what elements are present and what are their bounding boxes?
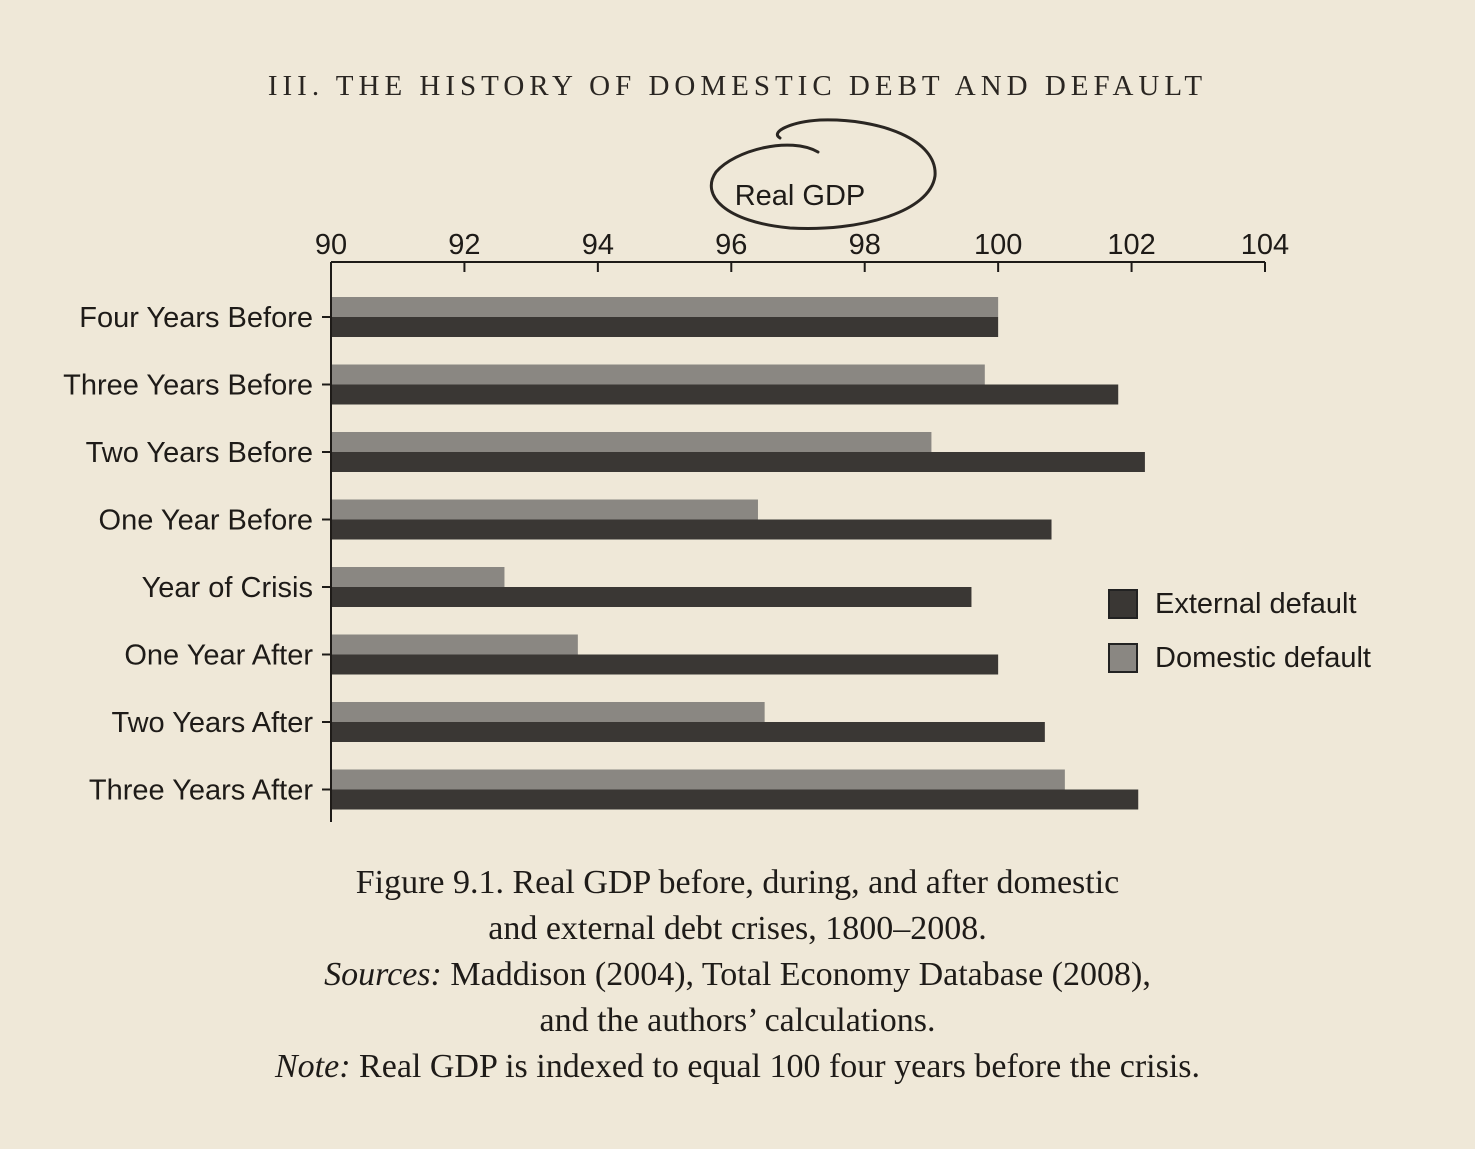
bar-domestic bbox=[331, 297, 999, 317]
x-tick-label: 92 bbox=[448, 229, 480, 261]
bar-external bbox=[331, 519, 1052, 540]
bar-domestic bbox=[331, 769, 1065, 790]
legend-item-domestic: Domestic default bbox=[1108, 631, 1371, 685]
y-category-label: One Year Before bbox=[99, 505, 313, 537]
bar-domestic bbox=[331, 499, 758, 520]
bar-external bbox=[331, 789, 1139, 810]
bar-domestic bbox=[331, 702, 765, 722]
caption-line-1: Figure 9.1. Real GDP before, during, and… bbox=[355, 864, 1120, 901]
x-tick-label: 104 bbox=[1241, 229, 1289, 261]
legend-swatch-external bbox=[1108, 589, 1138, 619]
x-tick-label: 96 bbox=[715, 229, 747, 261]
y-category-label: Three Years Before bbox=[63, 370, 313, 402]
y-category-label: Four Years Before bbox=[79, 302, 313, 334]
bars bbox=[331, 297, 1145, 810]
legend-item-external: External default bbox=[1108, 577, 1371, 631]
bar-domestic bbox=[331, 567, 505, 587]
y-category-label: Three Years After bbox=[89, 775, 313, 807]
legend-label-external: External default bbox=[1155, 587, 1357, 620]
y-category-label: Two Years Before bbox=[86, 437, 313, 469]
caption-note: Note: Real GDP is indexed to equal 100 f… bbox=[0, 1044, 1475, 1090]
bar-domestic bbox=[331, 432, 932, 452]
x-tick-label: 94 bbox=[582, 229, 614, 261]
sources-label: Sources: bbox=[324, 956, 442, 993]
running-head: III. THE HISTORY OF DOMESTIC DEBT AND DE… bbox=[267, 70, 1208, 102]
bar-external bbox=[331, 452, 1145, 472]
x-tick-label: 98 bbox=[849, 229, 881, 261]
bar-external bbox=[331, 654, 999, 675]
y-category-label: Two Years After bbox=[111, 707, 313, 739]
x-tick-label: 90 bbox=[315, 229, 347, 261]
note-label: Note: bbox=[275, 1048, 351, 1085]
legend-label-domestic: Domestic default bbox=[1155, 641, 1371, 674]
figure-caption: Figure 9.1. Real GDP before, during, and… bbox=[0, 860, 1475, 1090]
legend: External default Domestic default bbox=[1108, 577, 1371, 685]
bar-domestic bbox=[331, 364, 985, 385]
x-tick-label: 100 bbox=[974, 229, 1022, 261]
caption-line-4: and the authors’ calculations. bbox=[539, 1002, 936, 1039]
bar-external bbox=[331, 722, 1045, 742]
x-axis: 90 92 94 96 98 100 102 104 bbox=[315, 229, 1289, 272]
bar-external bbox=[331, 317, 999, 337]
y-axis: Four Years Before Three Years Before Two Y… bbox=[63, 262, 332, 822]
x-tick-label: 102 bbox=[1107, 229, 1155, 261]
note-text: Real GDP is indexed to equal 100 four ye… bbox=[350, 1048, 1200, 1085]
hand-drawn-circle-annotation bbox=[709, 118, 937, 230]
bar-external bbox=[331, 587, 972, 607]
bar-external bbox=[331, 384, 1119, 405]
y-category-label: Year of Crisis bbox=[142, 572, 313, 604]
legend-swatch-domestic bbox=[1108, 643, 1138, 673]
bar-domestic bbox=[331, 634, 578, 655]
sources-text: Maddison (2004), Total Economy Database … bbox=[441, 956, 1151, 993]
y-category-label: One Year After bbox=[124, 640, 313, 672]
chart-title: Real GDP bbox=[734, 180, 866, 212]
caption-sources: Sources: Maddison (2004), Total Economy … bbox=[0, 952, 1475, 998]
caption-line-2: and external debt crises, 1800–2008. bbox=[488, 910, 987, 947]
bar-chart: 90 92 94 96 98 100 102 104 Four Years Before Thr… bbox=[63, 118, 1289, 822]
